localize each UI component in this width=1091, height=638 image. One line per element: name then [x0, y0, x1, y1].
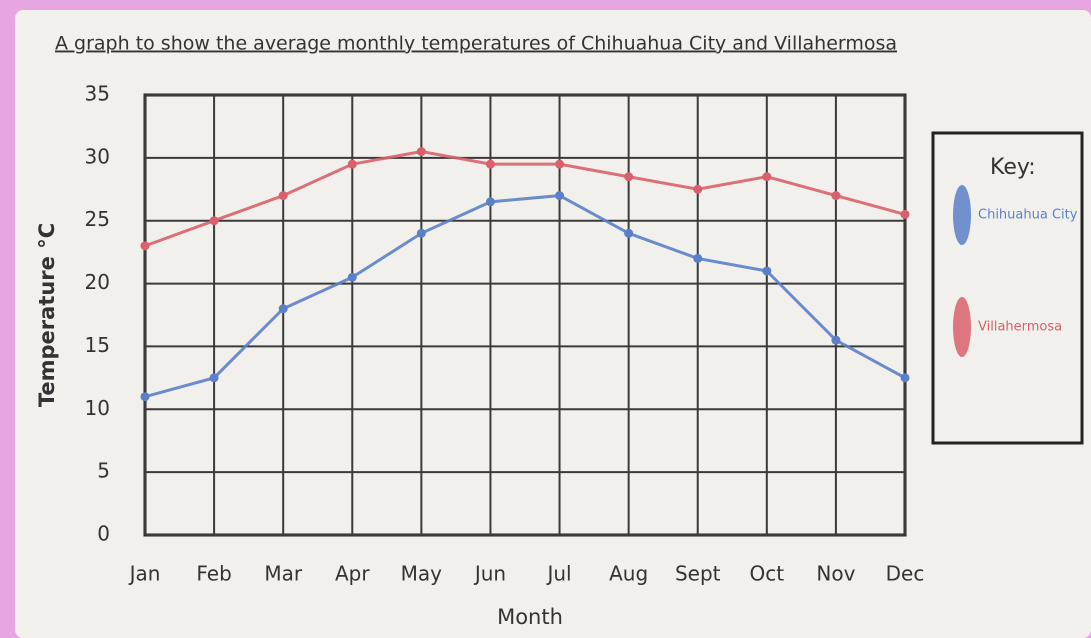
x-tick-label: Oct [750, 562, 785, 586]
y-tick-label: 5 [97, 459, 110, 483]
y-axis-label: Temperature °C [35, 223, 59, 407]
data-point [901, 373, 910, 382]
y-tick-label: 35 [85, 82, 110, 106]
x-tick-label: Jul [545, 562, 571, 586]
chart: A graph to show the average monthly temp… [0, 0, 1091, 638]
y-tick-label: 0 [97, 522, 110, 546]
data-point [693, 185, 702, 194]
y-tick-label: 20 [85, 270, 110, 294]
data-point [141, 392, 150, 401]
legend-label: Chihuahua City [978, 208, 1078, 223]
data-point [555, 160, 564, 169]
data-point [279, 191, 288, 200]
data-point [141, 241, 150, 250]
y-tick-label: 10 [85, 396, 110, 420]
x-tick-label: Jun [473, 562, 506, 586]
y-tick-label: 30 [85, 144, 110, 168]
data-point [417, 229, 426, 238]
x-tick-label: Feb [196, 562, 231, 586]
x-axis-label: Month [497, 605, 563, 629]
data-point [210, 373, 219, 382]
data-point [555, 191, 564, 200]
data-point [348, 273, 357, 282]
x-tick-label: Dec [886, 562, 925, 586]
data-point [762, 172, 771, 181]
legend-swatch [953, 185, 971, 245]
x-tick-label: Apr [335, 562, 370, 586]
data-point [831, 336, 840, 345]
legend-swatch [953, 297, 971, 357]
x-tick-label: May [401, 562, 443, 586]
data-point [417, 147, 426, 156]
data-point [693, 254, 702, 263]
x-tick-label: Sept [675, 562, 721, 586]
chart-title: A graph to show the average monthly temp… [55, 33, 897, 55]
data-point [624, 229, 633, 238]
y-tick-label: 25 [85, 207, 110, 231]
data-point [901, 210, 910, 219]
data-point [762, 267, 771, 276]
data-point [210, 216, 219, 225]
data-point [348, 160, 357, 169]
data-point [624, 172, 633, 181]
data-point [486, 160, 495, 169]
x-tick-label: Nov [816, 562, 855, 586]
x-tick-label: Jan [128, 562, 161, 586]
legend-label: Villahermosa [978, 320, 1062, 335]
paper [15, 10, 1091, 638]
y-tick-label: 15 [85, 333, 110, 357]
x-tick-label: Aug [609, 562, 648, 586]
data-point [831, 191, 840, 200]
legend-title: Key: [990, 155, 1036, 180]
x-tick-label: Mar [264, 562, 303, 586]
data-point [279, 304, 288, 313]
data-point [486, 197, 495, 206]
